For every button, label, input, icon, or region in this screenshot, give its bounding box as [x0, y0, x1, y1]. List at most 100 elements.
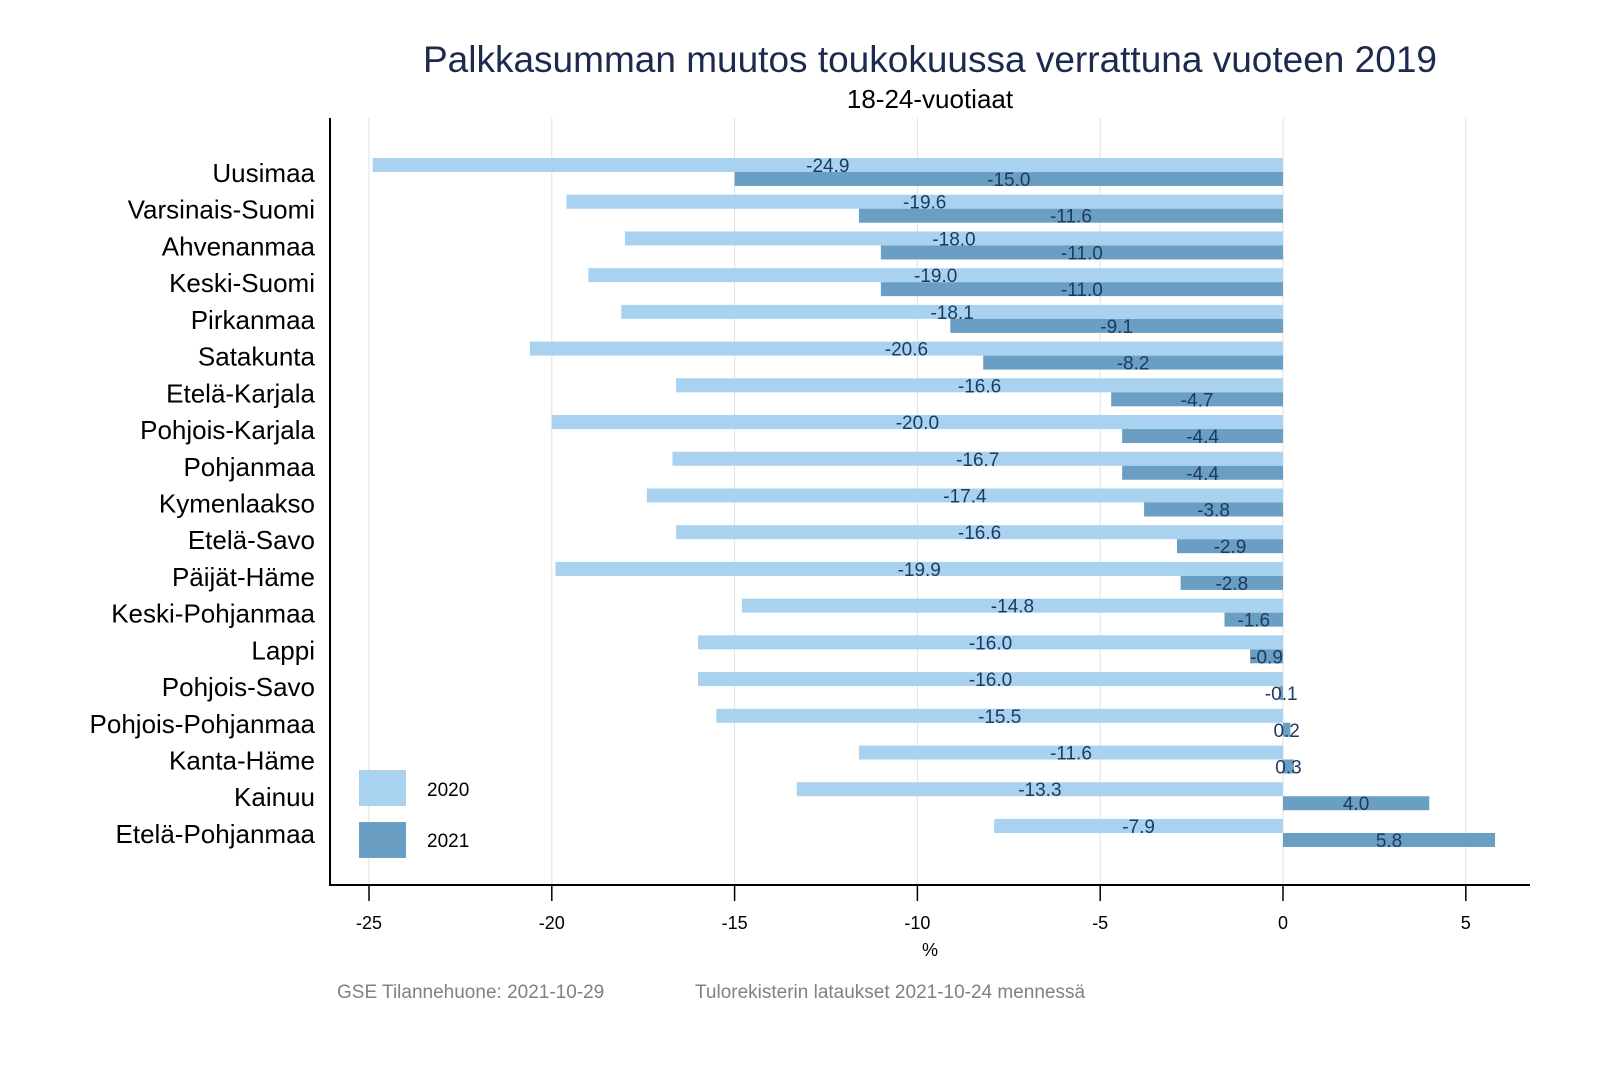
bar-2020 [566, 194, 1283, 209]
category-label: Keski-Pohjanmaa [111, 599, 315, 629]
data-label-2021: -3.8 [1197, 500, 1230, 521]
bar-2020 [676, 378, 1283, 393]
data-label-2021: -2.8 [1215, 574, 1248, 595]
x-tick-label: -15 [722, 913, 748, 933]
bar-2021 [1279, 686, 1283, 701]
data-label-2021: 0.3 [1275, 758, 1301, 779]
data-label-2020: -24.9 [806, 156, 849, 177]
data-label-2020: -13.3 [1018, 780, 1061, 801]
category-label: Pohjois-Karjala [140, 415, 315, 445]
bar-2021 [1122, 429, 1283, 444]
bar-2020 [698, 672, 1283, 687]
data-labels: -24.9 -15.0 -19.6 -11.6 -18.0 -11.0 -19.0 -11.0… [806, 156, 1402, 852]
footnote-data-date: Tulorekisterin lataukset 2021-10-24 menn… [695, 982, 1085, 1003]
chart-title: Palkkasumman muutos toukokuussa verrattu… [423, 39, 1437, 80]
bar-2021 [1176, 539, 1283, 554]
data-label-2020: -14.8 [991, 597, 1034, 618]
data-label-2020: -16.6 [958, 376, 1001, 397]
category-label: Keski-Suomi [169, 268, 315, 298]
data-label-2021: -0.9 [1250, 647, 1283, 668]
category-label: Pohjois-Pohjanmaa [90, 709, 316, 739]
data-label-2021: -11.0 [1061, 243, 1103, 264]
bar-2020 [994, 818, 1283, 833]
bar-2020 [624, 231, 1283, 246]
bar-2020 [698, 635, 1283, 650]
bar-2020 [716, 708, 1283, 723]
x-tick-label: -10 [904, 913, 930, 933]
data-label-2020: -16.7 [956, 450, 999, 471]
category-label: Satakunta [198, 342, 316, 372]
bar-2021 [983, 355, 1283, 370]
bar-2020 [796, 782, 1283, 797]
bar-2020 [676, 525, 1283, 540]
data-label-2020: -16.6 [958, 523, 1001, 544]
category-label: Etelä-Savo [188, 525, 315, 555]
category-label: Varsinais-Suomi [128, 195, 315, 225]
category-label: Kanta-Häme [169, 746, 315, 776]
x-tick-label: -5 [1092, 913, 1108, 933]
bar-2020 [588, 268, 1283, 283]
category-label: Pohjanmaa [183, 452, 315, 482]
bar-2021 [1122, 465, 1283, 480]
category-label: Etelä-Karjala [166, 378, 315, 408]
bar-2020 [529, 341, 1283, 356]
category-label: Päijät-Häme [172, 562, 315, 592]
data-label-2021: -8.2 [1117, 354, 1150, 375]
data-label-2020: -20.6 [885, 340, 928, 361]
bar-2020 [672, 451, 1283, 466]
bar-2021 [1283, 832, 1496, 847]
legend-swatch-2021 [359, 822, 406, 858]
bar-2021 [1224, 612, 1283, 627]
x-tick-label: -20 [539, 913, 565, 933]
bar-2021 [1180, 575, 1283, 590]
data-label-2021: -2.9 [1214, 537, 1247, 558]
data-label-2020: -11.6 [1050, 744, 1092, 765]
data-label-2021: 0.2 [1273, 721, 1299, 742]
category-label: Uusimaa [212, 158, 315, 188]
bar-2020 [372, 158, 1283, 172]
data-label-2021: 4.0 [1343, 794, 1369, 815]
data-label-2021: -4.7 [1181, 390, 1214, 411]
data-label-2020: -15.5 [978, 707, 1021, 728]
bar-2021 [1144, 502, 1283, 517]
bar-2021 [880, 282, 1283, 297]
category-label: Etelä-Pohjanmaa [116, 819, 316, 849]
data-label-2021: 5.8 [1376, 831, 1402, 852]
legend: 2020 2021 [359, 770, 469, 858]
bars [372, 158, 1496, 847]
bar-2020 [555, 561, 1283, 576]
data-label-2020: -16.0 [969, 670, 1012, 691]
footnote-source: GSE Tilannehuone: 2021-10-29 [337, 982, 604, 1003]
data-label-2021: -15.0 [987, 170, 1030, 191]
legend-label-2020: 2020 [427, 780, 469, 801]
data-label-2020: -19.6 [903, 193, 946, 214]
data-label-2020: -17.4 [943, 486, 987, 507]
data-label-2021: -1.6 [1237, 611, 1270, 632]
data-label-2020: -19.0 [914, 266, 957, 287]
x-tick-label: 0 [1278, 913, 1288, 933]
bar-2021 [880, 245, 1283, 260]
data-label-2021: -11.0 [1061, 280, 1103, 301]
category-label: Pohjois-Savo [162, 672, 315, 702]
legend-label-2021: 2021 [427, 831, 469, 852]
category-labels: Uusimaa Varsinais-Suomi Ahvenanmaa Keski-Su… [90, 158, 316, 849]
bar-2021 [1283, 759, 1294, 774]
bar-2021 [1283, 722, 1291, 737]
x-tick-label: 5 [1461, 913, 1471, 933]
bar-2021 [734, 172, 1283, 186]
bar-2020 [646, 488, 1283, 503]
category-label: Kainuu [234, 782, 315, 812]
data-label-2020: -16.0 [969, 633, 1012, 654]
bar-2021 [858, 208, 1283, 223]
data-label-2020: -20.0 [896, 413, 939, 434]
bar-2020 [741, 598, 1283, 613]
category-label: Ahvenanmaa [162, 231, 316, 261]
category-label: Pirkanmaa [191, 305, 316, 335]
data-label-2020: -7.9 [1122, 817, 1155, 838]
x-axis-label: % [922, 940, 938, 960]
data-label-2021: -0.1 [1265, 684, 1298, 705]
legend-swatch-2020 [359, 770, 406, 806]
x-tick-label: -25 [356, 913, 382, 933]
data-label-2020: -18.1 [930, 303, 973, 324]
